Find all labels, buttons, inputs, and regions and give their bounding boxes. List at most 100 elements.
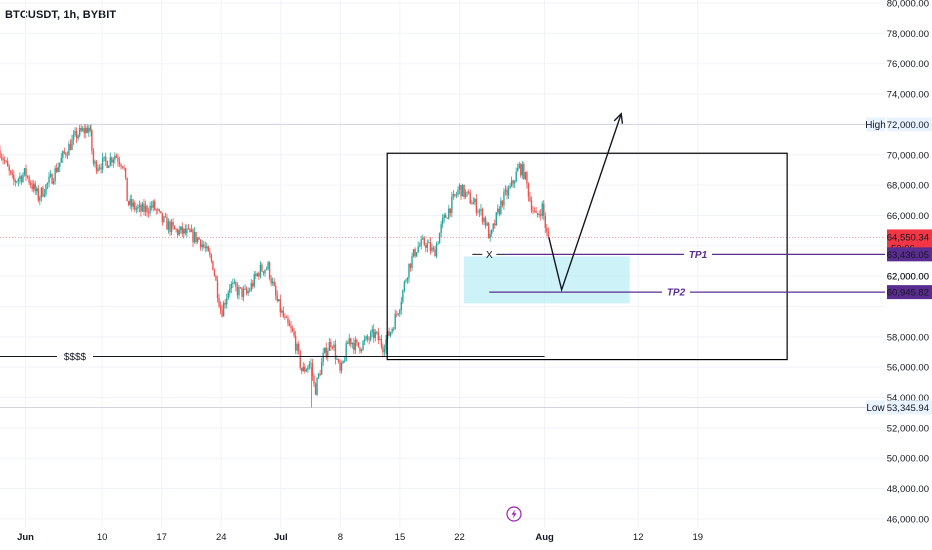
candle-body — [60, 157, 62, 163]
candle-body — [88, 127, 90, 133]
candle-body — [475, 198, 478, 213]
candle-body — [463, 184, 465, 197]
y-tick-label: 78,000.00 — [887, 29, 929, 40]
candle-body — [417, 246, 419, 253]
candle-body — [160, 211, 162, 213]
candle-body — [17, 179, 20, 182]
candle-body — [63, 151, 66, 154]
candle-body — [517, 167, 519, 172]
candle-body — [29, 182, 32, 185]
candle-body — [170, 221, 173, 233]
candle-body — [233, 282, 236, 284]
candle-body — [333, 344, 335, 348]
candle-body — [501, 200, 504, 206]
candle-body — [48, 176, 50, 183]
candle-body — [199, 239, 202, 248]
candle-body — [117, 157, 119, 162]
liquidity-zone — [463, 256, 630, 304]
candle-body — [362, 341, 364, 350]
candle-body — [181, 226, 183, 234]
candle-body — [184, 228, 187, 234]
candle-body — [143, 203, 145, 212]
low-tag: Low — [866, 403, 885, 414]
candle-body — [317, 373, 320, 378]
y-tick-label: 74,000.00 — [887, 90, 929, 101]
candle-body — [431, 247, 433, 252]
candle-body — [112, 159, 115, 163]
candle-body — [204, 246, 206, 249]
candle-body — [478, 210, 481, 212]
candle-body — [16, 181, 18, 183]
candle-body — [391, 328, 393, 333]
candle-body — [43, 194, 46, 197]
candle-body — [224, 302, 226, 305]
grid — [0, 0, 885, 528]
candle-body — [261, 264, 263, 272]
candle-body — [190, 229, 193, 232]
candle-body — [506, 189, 508, 196]
candle-body — [287, 317, 289, 324]
candle-body — [385, 339, 387, 350]
candle-body — [397, 313, 399, 315]
candle-body — [236, 286, 239, 296]
candle-body — [97, 168, 99, 172]
candle-body — [477, 211, 479, 213]
x-tick-label: Jun — [17, 532, 34, 543]
candle-body — [503, 191, 505, 206]
candle-body — [500, 200, 502, 215]
candle-body — [414, 249, 416, 257]
candle-body — [147, 212, 150, 214]
candle-body — [77, 135, 79, 139]
candle-body — [91, 130, 93, 151]
candle-body — [521, 164, 524, 176]
candle-body — [360, 349, 363, 352]
candle-body — [89, 127, 92, 131]
candle-body — [504, 189, 507, 192]
candle-body — [273, 281, 275, 287]
candle-body — [131, 199, 133, 207]
candle-body — [538, 214, 540, 216]
candle-body — [400, 301, 403, 311]
candle-body — [275, 286, 277, 296]
candle-body — [342, 360, 344, 364]
candle-body — [69, 143, 72, 150]
candle-body — [245, 288, 248, 294]
candle-body — [434, 249, 436, 257]
candle-body — [103, 156, 105, 158]
candle-body — [363, 339, 366, 342]
candle-body — [425, 244, 427, 248]
arrow-head — [613, 112, 624, 124]
candle-body — [448, 208, 450, 219]
candle-body — [402, 290, 404, 302]
candle-body — [54, 167, 56, 181]
drawings: $$$$ TP1 TP2 X — [0, 112, 885, 363]
candle-body — [157, 209, 159, 211]
candle-body — [330, 342, 332, 348]
high-tag: High — [865, 120, 886, 131]
candle-body — [403, 281, 406, 291]
candle-body — [486, 223, 488, 226]
price-labels: High 72,000.00 Low 53,345.94 62,000.00 64,550… — [865, 117, 932, 415]
candle-body — [483, 217, 485, 223]
candle-body — [8, 166, 10, 171]
candle-body — [198, 237, 200, 240]
candle-body — [445, 214, 447, 218]
candle-body — [46, 182, 49, 185]
candle-body — [389, 332, 392, 336]
candle-body — [547, 231, 550, 238]
tp2-label: TP2 — [667, 288, 686, 299]
candle-body — [324, 347, 326, 353]
candle-body — [325, 347, 327, 358]
candle-body — [94, 161, 96, 164]
y-axis: 80,000.00 78,000.00 76,000.00 74,000.00 72,0… — [887, 0, 929, 525]
candle-body — [369, 332, 372, 340]
candle-body — [109, 157, 111, 166]
candle-body — [59, 162, 61, 168]
candle-body — [186, 228, 188, 234]
candle-body — [216, 280, 219, 298]
candle-body — [241, 287, 243, 297]
x-tick-label: 12 — [633, 532, 644, 543]
candle-body — [371, 329, 373, 333]
candle-body — [383, 349, 386, 353]
